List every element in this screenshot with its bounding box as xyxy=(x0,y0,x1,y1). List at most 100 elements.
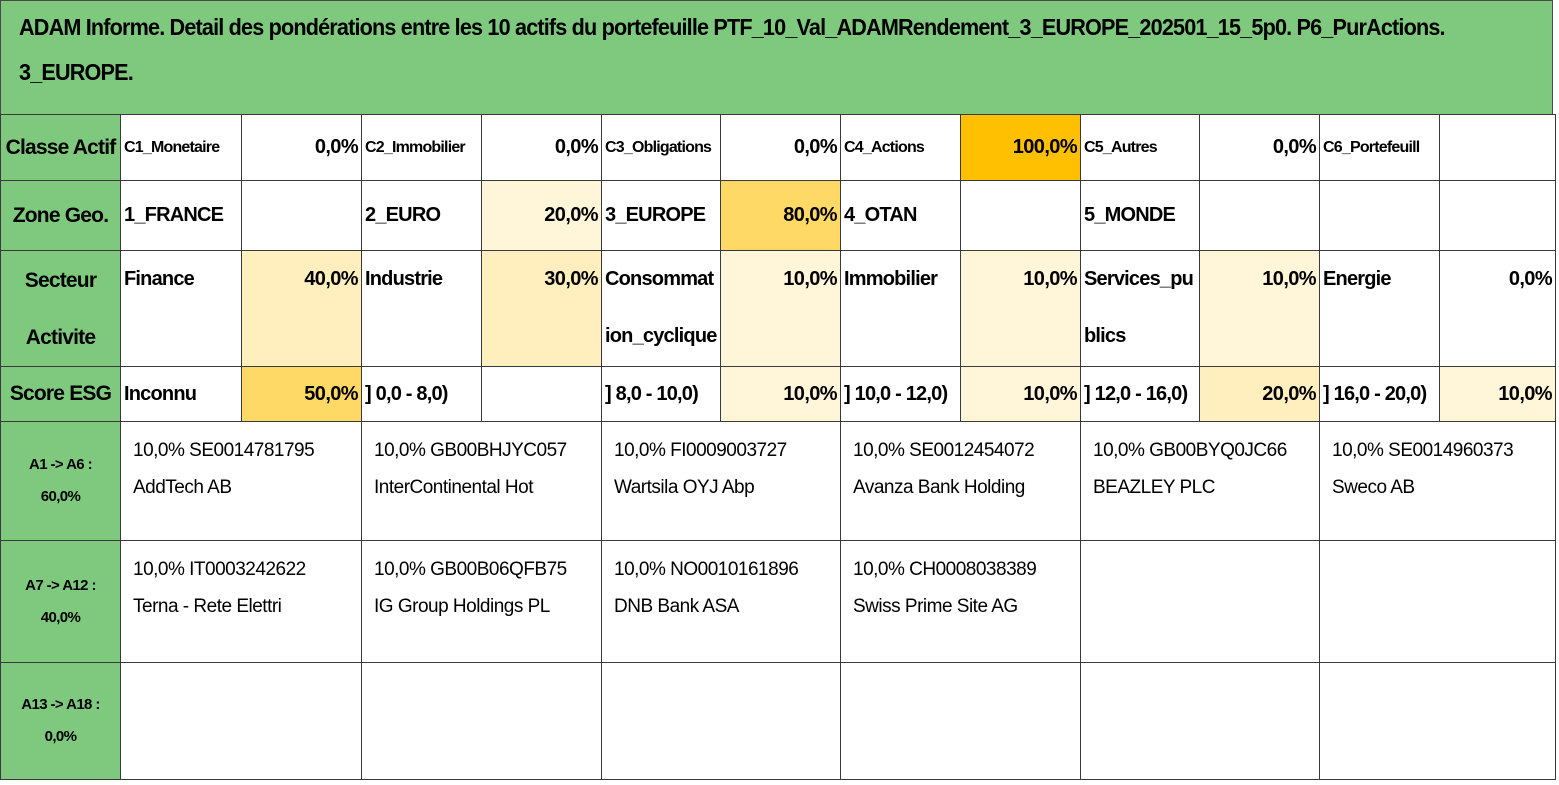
secteur-name: Services_publics xyxy=(1080,250,1200,367)
asset-cell xyxy=(601,662,841,780)
classe-name: C2_Immobilier xyxy=(361,114,482,181)
asset-name: Swiss Prime Site AG xyxy=(853,596,1018,617)
asset-name: BEAZLEY PLC xyxy=(1093,477,1215,498)
esg-pct xyxy=(481,366,602,422)
asset-name: InterContinental Hot xyxy=(374,477,534,498)
asset-weight-isin: 10,0% SE0014960373 xyxy=(1332,440,1514,461)
classe-name: C5_Autres xyxy=(1080,114,1200,181)
asset-name: DNB Bank ASA xyxy=(614,596,739,617)
zone-name: 3_EUROPE xyxy=(601,180,721,251)
asset-group-row: A13 -> A18 : 0,0% xyxy=(0,662,1556,780)
asset-group-header: A13 -> A18 : 0,0% xyxy=(0,662,121,780)
classe-actif-row: Classe Actif C1_Monetaire 0,0% C2_Immobi… xyxy=(0,114,1556,181)
secteur-name: Finance xyxy=(120,250,242,367)
asset-weight-isin: 10,0% CH0008038389 xyxy=(853,559,1037,580)
zone-name: 2_EURO xyxy=(361,180,482,251)
asset-cell xyxy=(1080,540,1320,663)
esg-name: Inconnu xyxy=(120,366,242,422)
asset-cell xyxy=(1319,540,1556,663)
zone-name: 4_OTAN xyxy=(840,180,961,251)
zone-pct xyxy=(1199,180,1320,251)
esg-pct: 10,0% xyxy=(960,366,1081,422)
asset-weight-isin: 10,0% NO0010161896 xyxy=(614,559,799,580)
classe-pct: 0,0% xyxy=(1199,114,1320,181)
zone-name xyxy=(1319,180,1440,251)
asset-cell: 10,0% SE0012454072 Avanza Bank Holding xyxy=(840,421,1081,541)
asset-group-range: A1 -> A6 : xyxy=(28,456,93,473)
asset-group-header: A1 -> A6 : 60,0% xyxy=(0,421,121,541)
zone-pct xyxy=(960,180,1081,251)
asset-group-header: A7 -> A12 : 40,0% xyxy=(0,540,121,663)
esg-pct: 10,0% xyxy=(720,366,841,422)
secteur-pct: 10,0% xyxy=(960,250,1081,367)
classe-name: C3_Obligations xyxy=(601,114,721,181)
asset-group-range: A13 -> A18 : xyxy=(21,696,100,713)
asset-cell: 10,0% GB00BHJYC057 InterContinental Hot xyxy=(361,421,602,541)
asset-weight-isin: 10,0% GB00B06QFB75 xyxy=(374,559,567,580)
classe-pct xyxy=(1439,114,1556,181)
asset-cell xyxy=(840,662,1081,780)
score-esg-row: Score ESG Inconnu 50,0% ] 0,0 - 8,0) ] 8… xyxy=(0,366,1556,422)
esg-pct: 10,0% xyxy=(1439,366,1556,422)
asset-cell: 10,0% IT0003242622 Terna - Rete Elettri xyxy=(120,540,362,663)
zone-pct: 20,0% xyxy=(481,180,602,251)
asset-group-row: A1 -> A6 : 60,0% 10,0% SE0014781795 AddTe… xyxy=(0,421,1556,541)
asset-cell: 10,0% SE0014781795 AddTech AB xyxy=(120,421,362,541)
zone-name: 1_FRANCE xyxy=(120,180,242,251)
asset-name: Sweco AB xyxy=(1332,477,1415,498)
weights-table: Classe Actif C1_Monetaire 0,0% C2_Immobi… xyxy=(0,114,1556,780)
asset-name: IG Group Holdings PL xyxy=(374,596,550,617)
secteur-pct: 30,0% xyxy=(481,250,602,367)
asset-cell: 10,0% GB00BYQ0JC66 BEAZLEY PLC xyxy=(1080,421,1320,541)
asset-cell: 10,0% NO0010161896 DNB Bank ASA xyxy=(601,540,841,663)
classe-actif-header: Classe Actif xyxy=(0,114,121,181)
asset-weight-isin: 10,0% SE0014781795 xyxy=(133,440,315,461)
asset-cell: 10,0% CH0008038389 Swiss Prime Site AG xyxy=(840,540,1081,663)
secteur-name: Immobilier xyxy=(840,250,961,367)
asset-weight-isin: 10,0% GB00BYQ0JC66 xyxy=(1093,440,1287,461)
asset-weight-isin: 10,0% IT0003242622 xyxy=(133,559,306,580)
asset-cell xyxy=(1319,662,1556,780)
esg-pct: 50,0% xyxy=(241,366,362,422)
secteur-pct: 10,0% xyxy=(720,250,841,367)
classe-pct: 0,0% xyxy=(720,114,841,181)
esg-name: ] 0,0 - 8,0) xyxy=(361,366,482,422)
asset-group-row: A7 -> A12 : 40,0% 10,0% IT0003242622 Tern… xyxy=(0,540,1556,663)
classe-pct: 100,0% xyxy=(960,114,1081,181)
classe-pct: 0,0% xyxy=(241,114,362,181)
zone-geo-header: Zone Geo. xyxy=(0,180,121,251)
esg-name: ] 10,0 - 12,0) xyxy=(840,366,961,422)
secteur-pct: 0,0% xyxy=(1439,250,1556,367)
zone-name: 5_MONDE xyxy=(1080,180,1200,251)
asset-name: Wartsila OYJ Abp xyxy=(614,477,755,498)
classe-name: C4_Actions xyxy=(840,114,961,181)
asset-group-weight: 40,0% xyxy=(40,608,81,626)
esg-name: ] 8,0 - 10,0) xyxy=(601,366,721,422)
title-line-2: 3_EUROPE. xyxy=(19,59,134,85)
zone-pct xyxy=(1439,180,1556,251)
secteur-name: Energie xyxy=(1319,250,1440,367)
esg-name: ] 12,0 - 16,0) xyxy=(1080,366,1200,422)
secteur-name: Industrie xyxy=(361,250,482,367)
asset-group-weight: 0,0% xyxy=(44,728,77,745)
classe-name: C6_Portefeuill xyxy=(1319,114,1440,181)
secteur-name: Consommation_cyclique xyxy=(601,250,721,367)
asset-cell: 10,0% GB00B06QFB75 IG Group Holdings PL xyxy=(361,540,602,663)
secteur-pct: 40,0% xyxy=(241,250,362,367)
score-esg-header: Score ESG xyxy=(0,366,121,422)
asset-cell: 10,0% SE0014960373 Sweco AB xyxy=(1319,421,1556,541)
classe-name: C1_Monetaire xyxy=(120,114,242,181)
asset-weight-isin: 10,0% GB00BHJYC057 xyxy=(374,440,567,461)
secteur-pct: 10,0% xyxy=(1199,250,1320,367)
asset-name: Avanza Bank Holding xyxy=(853,477,1025,498)
asset-cell xyxy=(1080,662,1320,780)
asset-name: AddTech AB xyxy=(133,477,232,498)
asset-cell: 10,0% FI0009003727 Wartsila OYJ Abp xyxy=(601,421,841,541)
title-line-1: ADAM Informe. Detail des pondérations en… xyxy=(19,14,1446,40)
asset-weight-isin: 10,0% SE0012454072 xyxy=(853,440,1035,461)
classe-pct: 0,0% xyxy=(481,114,602,181)
report-title: ADAM Informe. Detail des pondérations en… xyxy=(0,0,1553,115)
secteur-header-line-1: Secteur xyxy=(24,268,97,292)
secteur-header-line-2: Activite xyxy=(25,325,96,349)
